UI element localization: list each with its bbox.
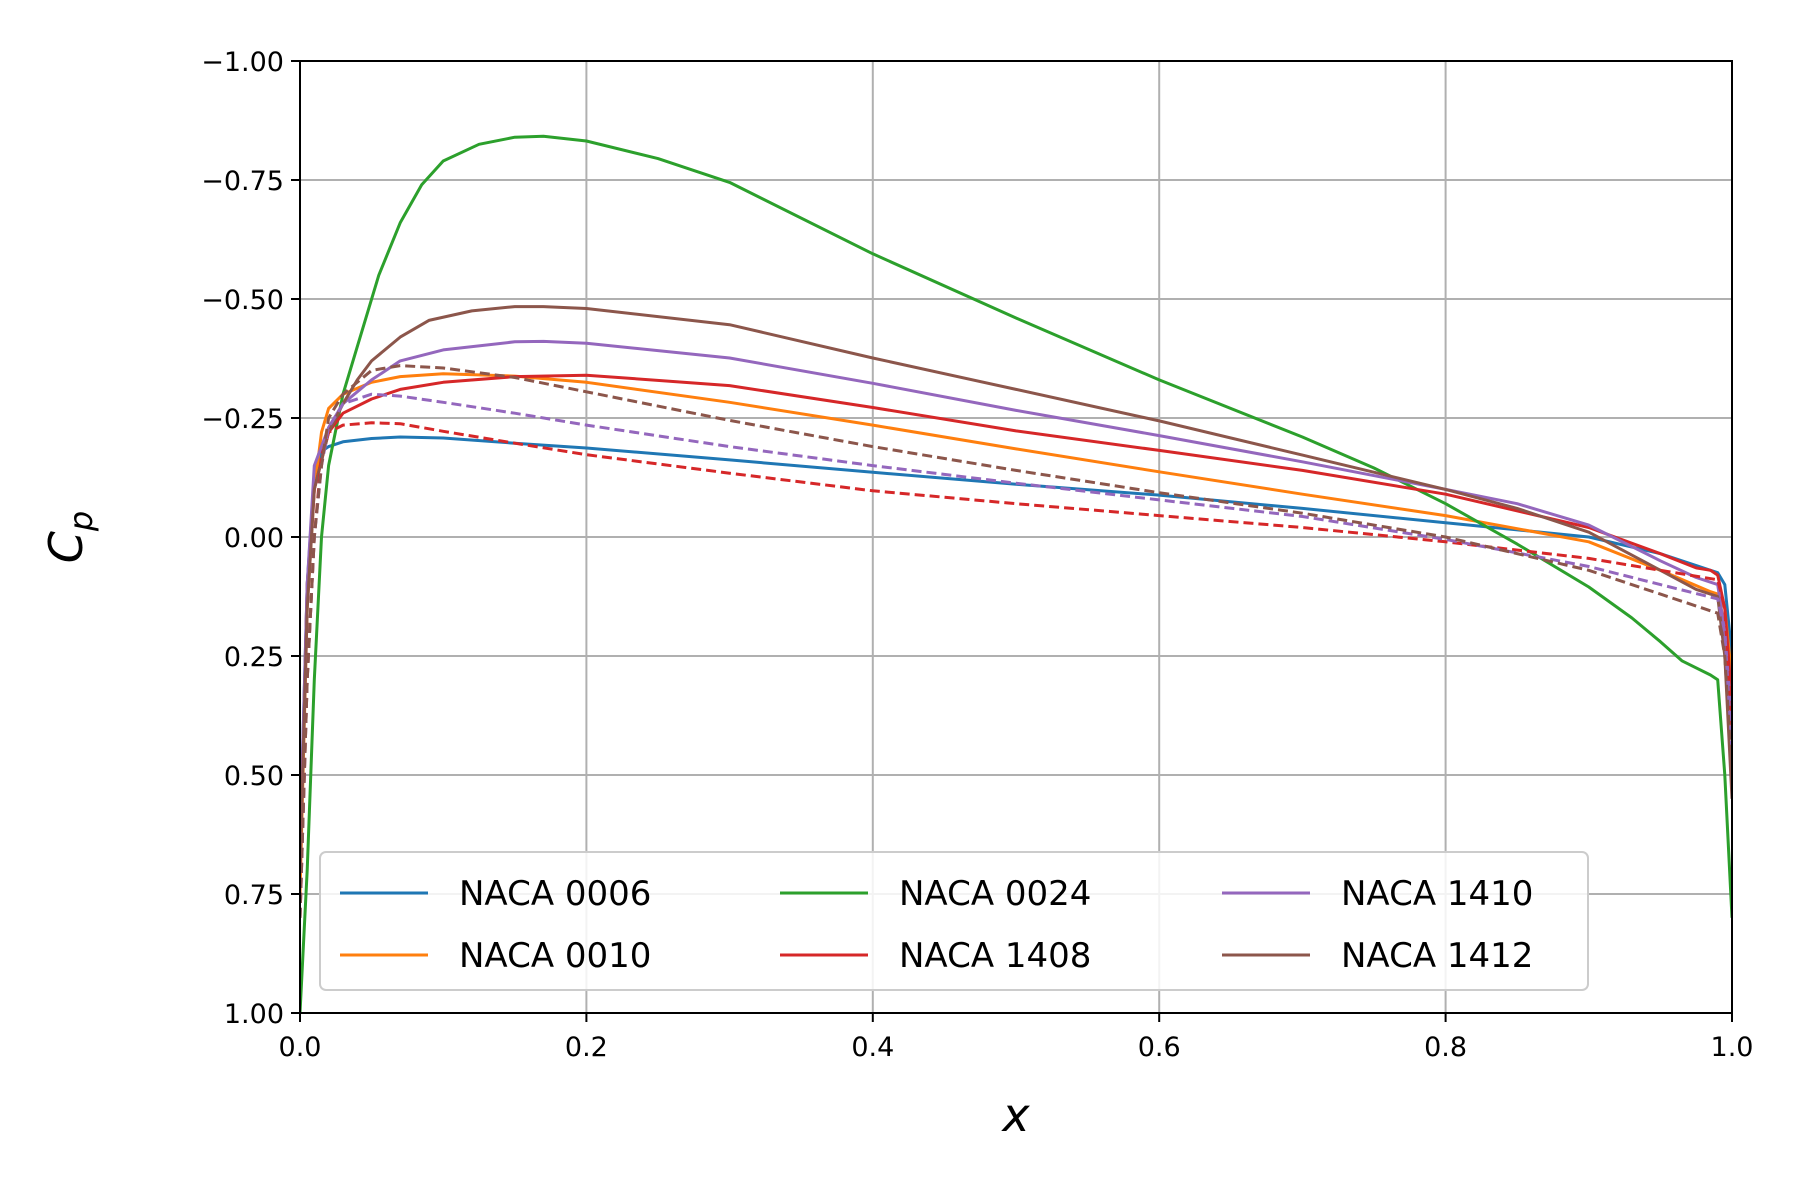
- y-tick-label: 0.50: [224, 761, 284, 792]
- y-tick-label: 0.75: [224, 880, 284, 911]
- series-layer: [300, 134, 1732, 1013]
- legend-label: NACA 1412: [1341, 936, 1533, 976]
- x-axis-label: x: [1000, 1088, 1030, 1142]
- y-axis-label-subscript: p: [62, 511, 100, 532]
- legend-label: NACA 1408: [899, 936, 1091, 976]
- y-tick-label: −0.75: [201, 166, 284, 197]
- y-tick-label: 0.00: [224, 523, 284, 554]
- series-line-3: [300, 373, 1732, 871]
- x-tick-label: 0.2: [565, 1032, 608, 1063]
- x-tick-label: 1.0: [1711, 1032, 1754, 1063]
- legend-label: NACA 1410: [1341, 874, 1533, 914]
- y-axis-label-main: C: [39, 531, 93, 563]
- y-tick-label: 0.25: [224, 642, 284, 673]
- legend: NACA 0006 NACA 0010 NACA 0024 NACA 1408 NACA…: [319, 851, 1589, 991]
- legend-label: NACA 0010: [459, 936, 651, 976]
- series-line-2: [300, 134, 1732, 1013]
- legend-label: NACA 0006: [459, 874, 651, 914]
- legend-label: NACA 0024: [899, 874, 1091, 914]
- x-tick-label: 0.0: [279, 1032, 322, 1063]
- y-tick-label: −1.00: [201, 47, 284, 78]
- axis-ticks: 0.0 0.2 0.4 0.6 0.8 1.0 −1.00 −0.75 −0.50 −0.25 0.…: [201, 47, 1753, 1063]
- y-axis-label: Cp: [39, 511, 100, 563]
- y-tick-label: −0.25: [201, 404, 284, 435]
- series-line-1: [300, 372, 1732, 895]
- y-tick-label: 1.00: [224, 999, 284, 1030]
- x-tick-label: 0.8: [1424, 1032, 1467, 1063]
- series-line-8: [300, 364, 1732, 918]
- x-tick-label: 0.6: [1138, 1032, 1181, 1063]
- y-tick-label: −0.50: [201, 285, 284, 316]
- x-tick-label: 0.4: [851, 1032, 894, 1063]
- series-group: [300, 134, 1732, 1013]
- series-line-5: [300, 305, 1732, 871]
